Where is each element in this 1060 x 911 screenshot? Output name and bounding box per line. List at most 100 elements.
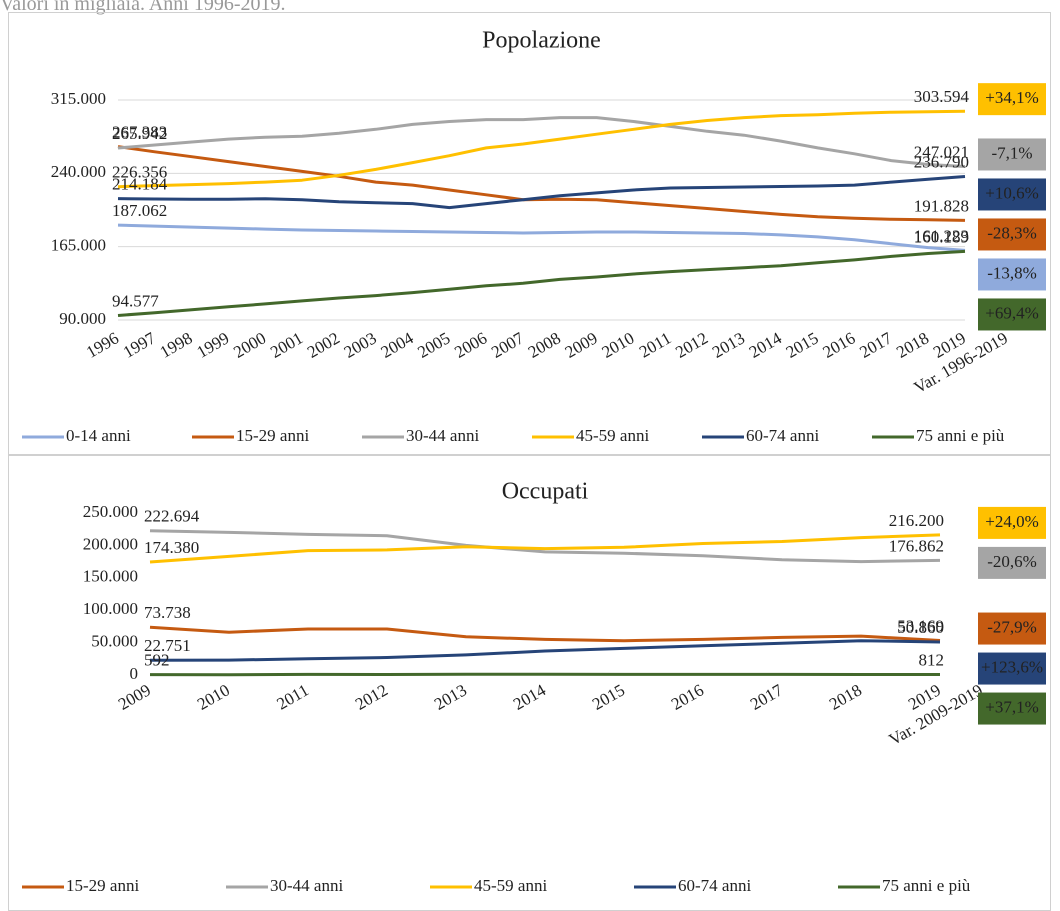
data-label: 592 — [144, 651, 170, 670]
x-tick-label: 2016 — [820, 328, 859, 361]
change-label: -20,6% — [987, 552, 1037, 571]
legend-label: 30-44 anni — [270, 876, 343, 895]
y-tick-label: 240.000 — [51, 162, 106, 181]
chart-frame — [8, 12, 1051, 455]
legend-label: 60-74 anni — [746, 426, 819, 445]
change-box — [978, 83, 1046, 116]
legend-label: 30-44 anni — [406, 426, 479, 445]
x-tick-label: 2014 — [510, 680, 549, 714]
y-tick-label: 165.000 — [51, 236, 106, 255]
change-box — [978, 218, 1046, 251]
series-line — [149, 529, 941, 564]
legend-label: 0-14 anni — [66, 426, 131, 445]
series-line — [149, 533, 941, 564]
x-tick-label: 2004 — [378, 328, 417, 362]
data-label: 265.942 — [112, 124, 167, 143]
y-tick-label: 50.000 — [91, 632, 138, 651]
data-label: 50.860 — [897, 618, 944, 637]
legend-label: 15-29 anni — [66, 876, 139, 895]
x-tick-label: 1998 — [157, 328, 196, 361]
chart-title: Occupati — [502, 479, 589, 505]
x-tick-label: 2017 — [856, 328, 895, 362]
series-line — [117, 109, 966, 189]
x-tick-label: 2018 — [893, 328, 932, 361]
change-box — [978, 138, 1046, 171]
legend-label: 60-74 anni — [678, 876, 751, 895]
series-line — [149, 639, 941, 662]
x-tick-label: 2014 — [746, 328, 785, 362]
series-line — [117, 249, 966, 317]
series-line — [149, 672, 940, 677]
legend-label: 75 anni e più — [882, 876, 971, 895]
x-tick-label: 2016 — [668, 680, 707, 713]
data-label: 216.200 — [889, 511, 944, 530]
x-tick-label: 2007 — [488, 328, 527, 362]
x-tick-label: 2017 — [747, 680, 786, 714]
series-line — [149, 625, 941, 643]
x-tick-label: 2000 — [230, 328, 269, 361]
x-tick-label: 2009 — [115, 680, 154, 713]
change-box — [978, 258, 1046, 291]
change-label: -13,8% — [987, 263, 1037, 282]
data-label: 160.189 — [914, 227, 969, 246]
y-tick-label: 200.000 — [83, 534, 138, 553]
x-tick-label: 2013 — [709, 328, 748, 361]
change-label: +24,0% — [985, 512, 1039, 531]
data-label: 267.383 — [112, 122, 167, 141]
data-label: 222.694 — [144, 507, 200, 526]
y-tick-label: 150.000 — [83, 567, 138, 586]
x-tick-label: 2012 — [672, 328, 711, 361]
x-tick-label: 2008 — [525, 328, 564, 361]
x-tick-label: 2009 — [562, 328, 601, 361]
x-tick-label: 2002 — [304, 328, 343, 361]
x-tick-label: 2015 — [589, 680, 628, 713]
x-tick-label: 2011 — [274, 680, 312, 713]
x-tick-label: 1999 — [193, 328, 232, 361]
x-tick-label: 2013 — [431, 680, 470, 713]
data-label: 812 — [919, 650, 945, 669]
x-tick-label: 2012 — [352, 680, 391, 713]
data-label: 303.594 — [914, 87, 970, 106]
change-box — [978, 692, 1046, 725]
change-box — [978, 546, 1046, 579]
note: Valori in migliaia. Anni 1996-2019. — [0, 0, 286, 15]
x-tick-label: 2010 — [599, 328, 638, 361]
y-tick-label: 0 — [130, 664, 139, 683]
y-tick-label: 250.000 — [83, 502, 138, 521]
x-tick-label: 2011 — [636, 328, 674, 361]
x-tick-label: 2005 — [414, 328, 453, 361]
legend-label: 75 anni e più — [916, 426, 1005, 445]
legend-label: 45-59 anni — [474, 876, 547, 895]
y-tick-label: 315.000 — [51, 89, 106, 108]
data-label: 187.062 — [112, 201, 167, 220]
x-tick-label: 2010 — [194, 680, 233, 713]
y-tick-label: 90.000 — [59, 309, 106, 328]
legend-label: 45-59 anni — [576, 426, 649, 445]
chart-title: Popolazione — [482, 28, 601, 54]
x-tick-label: 1996 — [83, 328, 122, 361]
data-label: 161.223 — [914, 226, 969, 245]
series-line — [117, 116, 966, 168]
change-box — [978, 612, 1046, 645]
change-label: +34,1% — [985, 88, 1039, 107]
series-line — [117, 145, 966, 222]
series-line — [117, 175, 966, 210]
data-label: 22.751 — [144, 636, 191, 655]
change-box — [978, 298, 1046, 331]
y-tick-label: 100.000 — [83, 599, 138, 618]
data-label: 174.380 — [144, 538, 199, 557]
data-label: 73.738 — [144, 603, 191, 622]
data-label: 247.021 — [914, 142, 969, 161]
change-label: +123,6% — [981, 657, 1043, 676]
series-line — [117, 223, 966, 252]
change-label: +37,1% — [985, 697, 1039, 716]
x-tick-label: 2003 — [341, 328, 380, 361]
legend-label: 15-29 anni — [236, 426, 309, 445]
data-label: 191.828 — [914, 196, 969, 215]
change-label: +69,4% — [985, 303, 1039, 322]
x-tick-label: 1997 — [120, 328, 159, 362]
x-tick-label: 2015 — [783, 328, 822, 361]
x-tick-label: 2001 — [267, 328, 306, 361]
change-label: -28,3% — [987, 223, 1037, 242]
